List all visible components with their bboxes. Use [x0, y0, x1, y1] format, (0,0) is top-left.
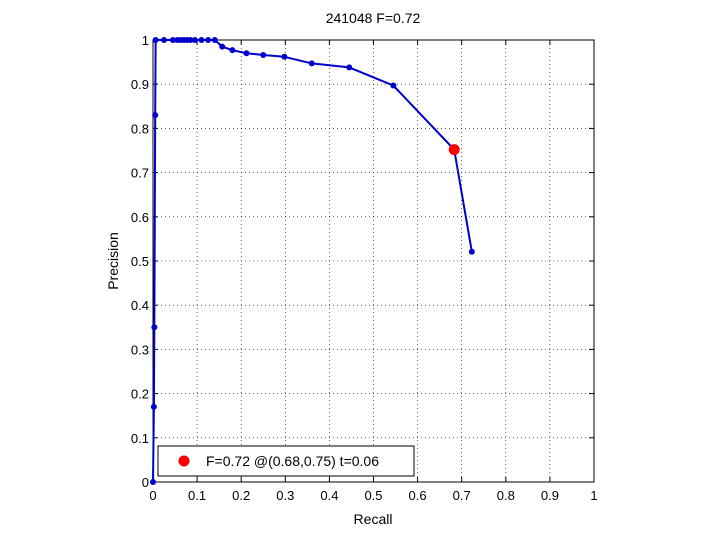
y-tick-label: 0.9 [131, 77, 149, 92]
data-point [161, 37, 168, 43]
data-point [243, 50, 250, 57]
data-point [468, 248, 475, 255]
data-point [152, 112, 159, 119]
y-tick-label: 1 [142, 33, 149, 48]
x-axis-label: Recall [354, 511, 393, 527]
y-tick-label: 0.8 [131, 121, 149, 136]
data-point [150, 479, 156, 485]
legend-box [157, 445, 415, 477]
axes: 0 0.1 0.2 0.3 0.4 0.5 0.6 0.7 0.8 0.9 1 0 0.1 0.2 0.3 0… [131, 33, 598, 503]
y-tick-label: 0.5 [131, 254, 149, 269]
y-tick-label: 0.6 [131, 210, 149, 225]
data-point [151, 324, 158, 331]
data-point [260, 52, 267, 59]
y-tick-label: 0 [142, 475, 149, 490]
best-f-point [448, 144, 460, 156]
data-point [169, 37, 176, 43]
data-point [308, 60, 315, 67]
data-point [229, 47, 236, 54]
data-point [346, 64, 353, 71]
y-tick-label: 0.1 [131, 431, 149, 446]
grid [153, 40, 594, 482]
legend-entry: F=0.72 @(0.68,0.75) t=0.06 [206, 453, 379, 469]
data-point [187, 37, 194, 43]
data-point [390, 82, 397, 89]
x-tick-label: 0.7 [453, 488, 471, 503]
y-tick-label: 0.7 [131, 166, 149, 181]
data-point [191, 37, 198, 43]
legend: F=0.72 @(0.68,0.75) t=0.06 [157, 445, 415, 477]
x-tick-label: 0.5 [364, 488, 382, 503]
data-point [152, 37, 159, 43]
x-tick-label: 0.1 [188, 488, 206, 503]
x-tick-label: 0.6 [409, 488, 427, 503]
legend-marker [178, 455, 190, 467]
y-tick-label: 0.3 [131, 342, 149, 357]
y-tick-label: 0.4 [131, 298, 149, 313]
data-point [205, 37, 212, 43]
x-tick-label: 0.9 [541, 488, 559, 503]
series-layer [150, 37, 475, 485]
x-tick-label: 1 [590, 488, 597, 503]
x-tick-label: 0.2 [232, 488, 250, 503]
chart-title: 241048 F=0.72 [326, 10, 421, 26]
data-point [211, 37, 218, 43]
data-point [150, 403, 157, 410]
x-tick-label: 0.8 [497, 488, 515, 503]
data-point [219, 43, 226, 50]
data-point [198, 37, 205, 43]
y-axis-label: Precision [105, 232, 121, 290]
x-tick-label: 0.4 [320, 488, 338, 503]
x-tick-label: 0.3 [276, 488, 294, 503]
y-tick-label: 0.2 [131, 387, 149, 402]
data-point [281, 53, 288, 60]
x-tick-label: 0 [149, 488, 156, 503]
